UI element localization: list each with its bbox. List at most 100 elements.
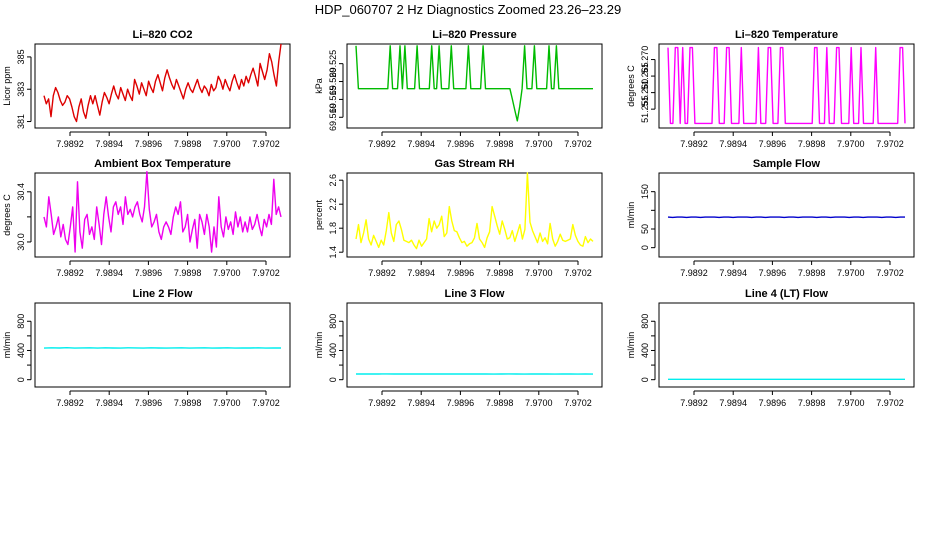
chart-title: Ambient Box Temperature (94, 158, 231, 170)
chart-title: Gas Stream RH (434, 158, 514, 170)
chart-title: Line 3 Flow (445, 288, 505, 300)
x-tick-label: 7.9896 (447, 139, 475, 149)
y-tick-label: 0 (640, 377, 650, 382)
y-tick-label: 51.270 (640, 46, 650, 74)
series-line-p5 (355, 172, 594, 250)
x-tick-label: 7.9892 (368, 398, 396, 408)
x-tick-label: 7.9700 (837, 398, 865, 408)
x-tick-label: 7.9898 (174, 398, 202, 408)
x-tick-label: 7.9892 (56, 268, 84, 278)
y-axis-label: ml/min (314, 332, 324, 359)
x-tick-label: 7.9700 (213, 398, 241, 408)
series-line-p2 (355, 45, 593, 122)
x-tick-label: 7.9898 (174, 268, 202, 278)
plot-frame (346, 302, 603, 388)
y-tick-label: 69.525 (328, 50, 338, 78)
y-tick-label: 50 (640, 224, 650, 234)
y-tick-label: 800 (640, 314, 650, 329)
x-tick-label: 7.9702 (252, 398, 280, 408)
chart-title: Li–820 Pressure (432, 29, 516, 41)
y-axis-label: degrees C (2, 194, 12, 236)
y-tick-label: 383 (16, 82, 26, 97)
chart-title: Li–820 CO2 (133, 29, 193, 41)
x-tick-label: 7.9898 (174, 139, 202, 149)
x-tick-label: 7.9702 (564, 268, 592, 278)
x-tick-label: 7.9894 (95, 268, 123, 278)
y-tick-label: 800 (16, 314, 26, 329)
chart-panel-p2: Li–820 Pressure kPa 7.9892 7.9894 7.9896 7.98… (314, 29, 603, 149)
x-tick-label: 7.9898 (798, 268, 826, 278)
x-tick-label: 7.9702 (876, 268, 904, 278)
y-tick-label: 381 (16, 114, 26, 129)
y-tick-label: 0 (640, 245, 650, 250)
x-tick-label: 7.9702 (564, 398, 592, 408)
y-axis-label: degrees C (626, 65, 636, 107)
x-tick-label: 7.9898 (486, 398, 514, 408)
y-tick-label: 400 (640, 343, 650, 358)
figure-title: HDP_060707 2 Hz Diagnostics Zoomed 23.26… (315, 2, 621, 17)
series-line-p4 (43, 170, 282, 253)
x-tick-label: 7.9896 (759, 398, 787, 408)
x-tick-label: 7.9700 (525, 398, 553, 408)
x-tick-label: 7.9894 (719, 398, 747, 408)
plot-frame (34, 43, 291, 129)
plot-frame (34, 172, 291, 258)
y-tick-label: 30.0 (16, 233, 26, 251)
y-tick-label: 400 (16, 343, 26, 358)
y-tick-label: 0 (328, 377, 338, 382)
x-tick-label: 7.9892 (680, 139, 708, 149)
y-tick-label: 150 (640, 184, 650, 199)
x-tick-label: 7.9892 (680, 268, 708, 278)
series-line-p1 (43, 43, 282, 123)
x-tick-label: 7.9702 (564, 139, 592, 149)
x-tick-label: 7.9896 (759, 268, 787, 278)
x-tick-label: 7.9896 (759, 139, 787, 149)
x-tick-label: 7.9894 (407, 139, 435, 149)
chart-panel-p4: Ambient Box Temperature degrees C 7.9892 7.… (2, 158, 291, 278)
chart-panel-p5: Gas Stream RH percent 7.9892 7.9894 7.9896 7.… (314, 158, 603, 278)
x-tick-label: 7.9896 (135, 268, 163, 278)
x-tick-label: 7.9700 (213, 139, 241, 149)
y-tick-label: 51.260 (640, 79, 650, 107)
plot-frame (658, 172, 915, 258)
chart-panel-p7: Line 2 Flow ml/min 7.9892 7.9894 7.9896 7.989… (2, 288, 291, 408)
x-tick-label: 7.9896 (447, 268, 475, 278)
chart-panel-p6: Sample Flow ml/min 7.9892 7.9894 7.9896 7.989… (626, 158, 915, 278)
chart-title: Line 4 (LT) Flow (745, 288, 828, 300)
y-axis-label: kPa (314, 78, 324, 94)
x-tick-label: 7.9892 (56, 139, 84, 149)
chart-panel-p9: Line 4 (LT) Flow ml/min 7.9892 7.9894 7.9896… (626, 288, 915, 408)
x-tick-label: 7.9700 (213, 268, 241, 278)
y-tick-label: 69.510 (328, 104, 338, 132)
y-tick-label: 800 (328, 314, 338, 329)
x-tick-label: 7.9896 (135, 398, 163, 408)
y-axis-label: Licor ppm (2, 66, 12, 106)
y-axis-label: ml/min (626, 202, 636, 229)
y-axis-label: percent (314, 199, 324, 230)
x-tick-label: 7.9702 (252, 139, 280, 149)
x-tick-label: 7.9898 (486, 139, 514, 149)
y-tick-label: 30.4 (16, 183, 26, 201)
chart-title: Line 2 Flow (133, 288, 193, 300)
x-tick-label: 7.9892 (680, 398, 708, 408)
x-tick-label: 7.9894 (95, 398, 123, 408)
x-tick-label: 7.9894 (407, 268, 435, 278)
x-tick-label: 7.9894 (719, 268, 747, 278)
y-tick-label: 51.255 (640, 95, 650, 123)
x-tick-label: 7.9892 (368, 268, 396, 278)
x-tick-label: 7.9894 (719, 139, 747, 149)
y-tick-label: 2.6 (328, 174, 338, 187)
y-tick-label: 1.4 (328, 246, 338, 259)
chart-title: Sample Flow (753, 158, 821, 170)
x-tick-label: 7.9896 (135, 139, 163, 149)
series-line-p3 (667, 46, 906, 125)
x-tick-label: 7.9702 (876, 139, 904, 149)
y-axis-label: ml/min (2, 332, 12, 359)
x-tick-label: 7.9700 (525, 268, 553, 278)
x-tick-label: 7.9702 (252, 268, 280, 278)
chart-title: Li–820 Temperature (735, 29, 838, 41)
x-tick-label: 7.9702 (876, 398, 904, 408)
plot-frame (346, 172, 603, 258)
y-tick-label: 51.265 (640, 62, 650, 90)
